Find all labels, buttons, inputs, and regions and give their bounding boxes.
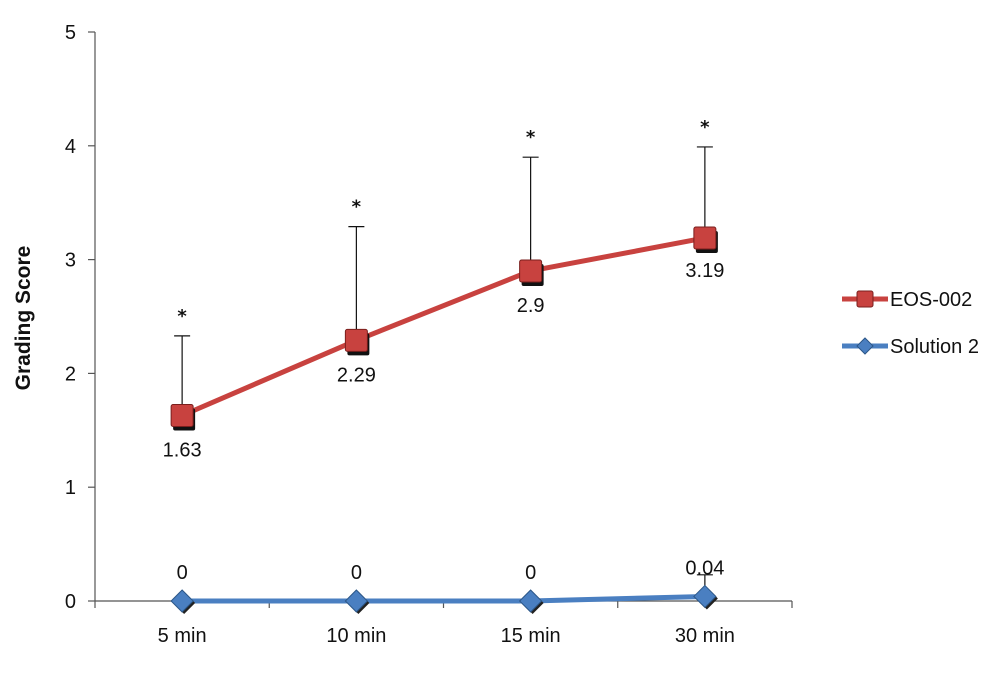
x-tick-label: 5 min	[158, 625, 207, 647]
data-label: 1.63	[163, 440, 202, 462]
legend-marker-diamond	[856, 337, 874, 355]
data-point-diamond	[693, 584, 717, 609]
legend-label: Solution 2	[890, 336, 979, 358]
y-tick-label: 0	[65, 591, 76, 613]
data-label: 3.19	[685, 260, 724, 282]
legend-marker-square	[856, 290, 874, 308]
data-point-diamond	[518, 589, 543, 613]
y-axis-label: Grading Score	[12, 246, 35, 391]
series-line-solution-2	[182, 593, 705, 604]
data-label: 2.9	[517, 295, 545, 317]
significance-marker: *	[700, 117, 710, 138]
y-tick-label: 4	[65, 136, 76, 158]
data-point-square	[344, 328, 368, 352]
data-point-square	[170, 404, 194, 428]
series-line-eos-002	[181, 235, 706, 418]
data-point-diamond	[170, 589, 194, 613]
data-label: 0.04	[685, 557, 724, 579]
y-tick-label: 1	[65, 477, 76, 499]
y-tick-label: 3	[65, 250, 76, 272]
data-label: 0	[525, 562, 536, 584]
y-tick-label: 5	[65, 22, 76, 44]
x-tick-label: 10 min	[326, 625, 386, 647]
legend-label: EOS-002	[890, 289, 972, 311]
data-label: 0	[351, 562, 362, 584]
significance-marker: *	[352, 197, 362, 218]
significance-marker: *	[177, 306, 187, 327]
y-tick-label: 2	[65, 363, 76, 385]
data-point-square	[519, 259, 543, 283]
data-label: 2.29	[337, 364, 376, 386]
data-point-square	[693, 226, 717, 250]
data-point-diamond	[344, 589, 369, 613]
x-tick-label: 15 min	[501, 625, 561, 647]
significance-marker: *	[526, 127, 536, 148]
data-label: 0	[177, 562, 188, 584]
x-tick-label: 30 min	[675, 625, 735, 647]
